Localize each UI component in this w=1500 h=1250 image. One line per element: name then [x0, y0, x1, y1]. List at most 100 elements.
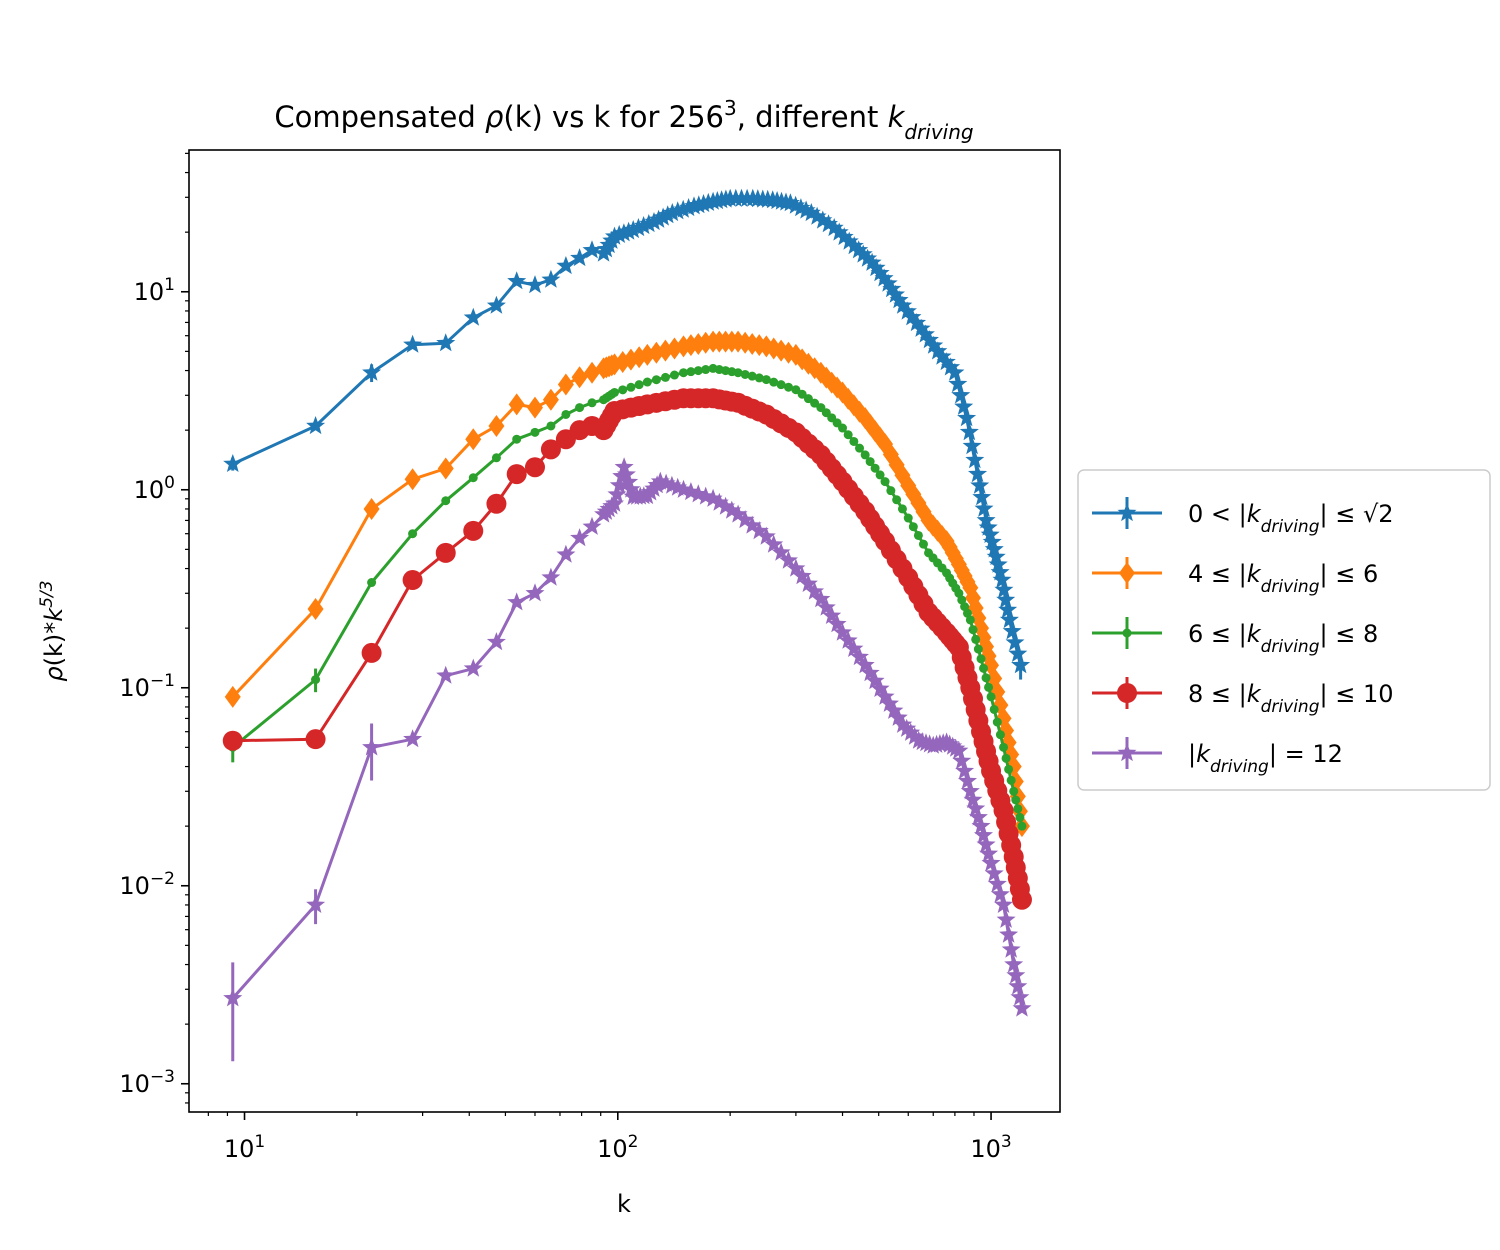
data-point [716, 496, 736, 515]
legend-marker [1122, 628, 1132, 638]
data-point [662, 203, 682, 222]
legend-entry-2: 4 ≤ |kdriving| ≤ 6 [1092, 557, 1378, 597]
data-point [668, 201, 688, 220]
data-point [628, 218, 648, 237]
data-point [954, 396, 974, 415]
series-line [232, 197, 1023, 666]
data-point [780, 193, 800, 212]
data-point [822, 605, 842, 624]
data-point [801, 203, 821, 222]
data-point [970, 475, 990, 494]
data-point [824, 218, 844, 237]
data-point [728, 504, 748, 523]
legend-marker [1117, 503, 1137, 522]
data-point [556, 544, 576, 563]
data-point [973, 644, 983, 654]
data-point [995, 730, 1005, 740]
data-point [311, 675, 321, 685]
data-point [614, 457, 634, 476]
data-point [870, 678, 890, 697]
data-point [486, 493, 507, 514]
data-point [979, 663, 989, 673]
data-point [468, 473, 478, 483]
data-point [486, 295, 506, 314]
data-point [827, 614, 847, 633]
data-point [994, 580, 1014, 599]
data-point [989, 704, 999, 714]
data-point [1004, 954, 1024, 973]
data-point [999, 742, 1009, 752]
data-point [833, 622, 852, 641]
data-point [587, 398, 597, 408]
data-point [875, 686, 895, 705]
data-point [816, 597, 836, 616]
data-point [525, 275, 545, 294]
data-point [582, 516, 602, 535]
data-point [968, 807, 988, 826]
series-4 [222, 388, 1032, 910]
data-point [570, 528, 590, 547]
data-point [367, 578, 377, 588]
data-point [924, 335, 944, 354]
data-point [776, 380, 786, 390]
data-point [986, 547, 1006, 566]
data-point [651, 375, 661, 385]
data-point [403, 334, 423, 353]
data-point [990, 562, 1010, 581]
data-point [910, 492, 927, 515]
data-point [918, 539, 928, 549]
data-point [1015, 812, 1025, 822]
data-point [865, 457, 875, 467]
data-point [860, 450, 870, 460]
series-1 [223, 188, 1031, 680]
data-point [988, 554, 1008, 573]
series-3 [228, 363, 1027, 831]
data-point [834, 227, 854, 246]
data-point [860, 663, 880, 682]
data-point [976, 510, 996, 529]
data-point [844, 638, 864, 657]
data-point [803, 394, 813, 404]
data-point [703, 488, 723, 507]
data-point [843, 430, 853, 440]
data-point [897, 718, 917, 737]
data-point [1012, 998, 1032, 1017]
data-point [546, 421, 556, 431]
data-point [403, 729, 423, 748]
data-point [870, 263, 890, 282]
data-point [541, 567, 561, 586]
data-point [639, 214, 659, 233]
data-point [893, 714, 913, 733]
data-point [644, 212, 664, 231]
data-point [722, 500, 742, 519]
data-point [880, 477, 890, 487]
data-point [436, 333, 456, 352]
data-point [626, 382, 636, 392]
data-point [972, 487, 992, 506]
data-point [915, 324, 935, 343]
data-point [507, 271, 527, 290]
data-point [885, 284, 905, 303]
data-point [866, 258, 886, 277]
tick-layer: 101 102 103 10−3 10−2 10−1 100 101 [119, 152, 1012, 1163]
y-tick-label: 10−1 [119, 671, 175, 702]
data-point [733, 368, 743, 378]
data-point [844, 236, 864, 255]
data-point [978, 517, 998, 536]
data-point [491, 453, 501, 463]
data-point [673, 199, 693, 218]
data-point [974, 825, 993, 844]
data-point [893, 295, 913, 314]
data-point [742, 515, 762, 534]
data-point [1017, 821, 1027, 831]
data-point [958, 771, 977, 790]
legend-label: 4 ≤ |kdriving| ≤ 6 [1188, 560, 1378, 597]
data-point [362, 362, 382, 381]
data-point [838, 423, 848, 433]
data-point [786, 558, 806, 577]
data-point [952, 751, 972, 770]
data-point [998, 600, 1018, 619]
data-point [441, 496, 451, 506]
data-point [1006, 965, 1026, 984]
data-point [223, 988, 243, 1007]
